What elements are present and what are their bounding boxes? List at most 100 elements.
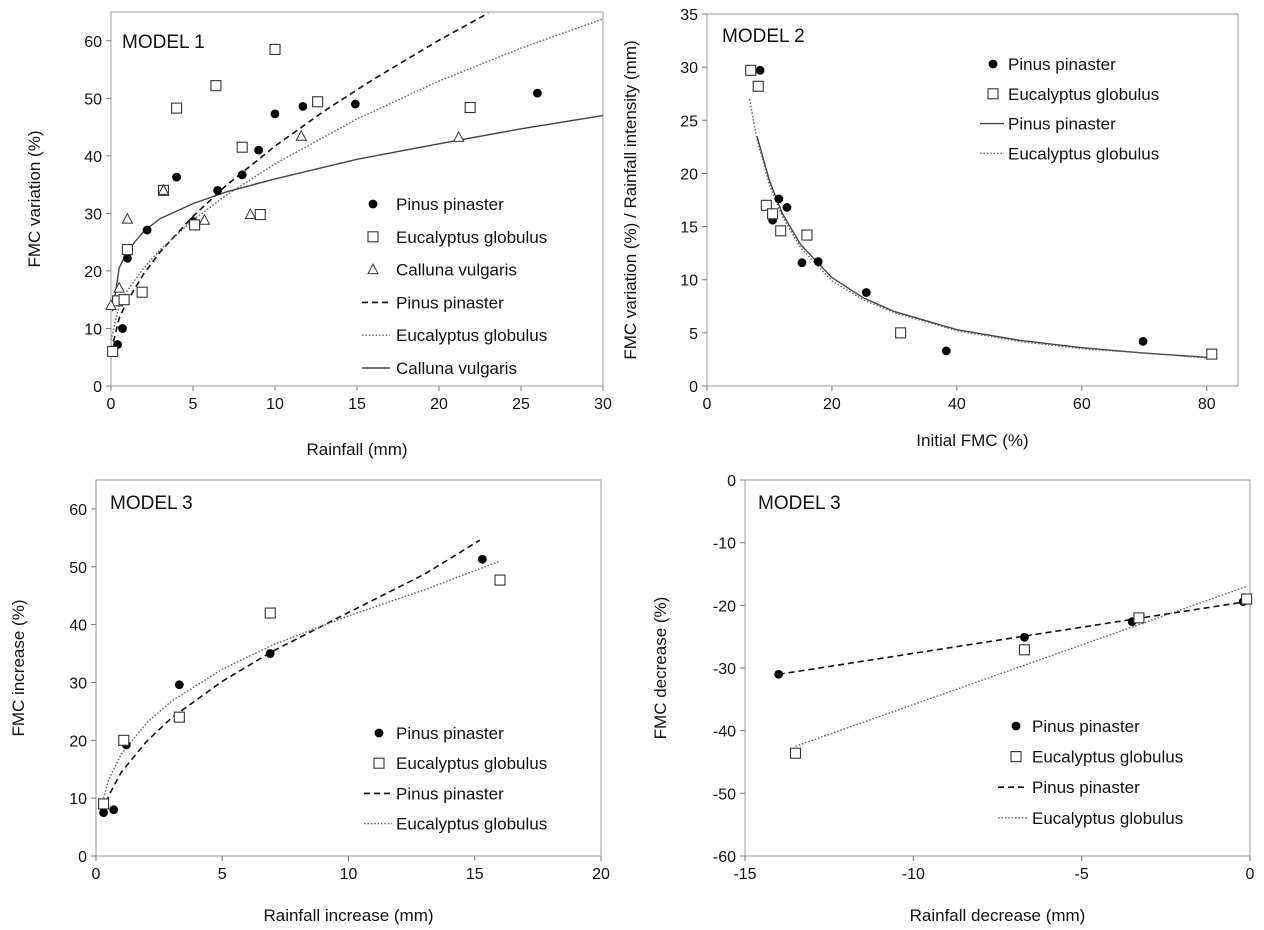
legend-marker-pinus-pinaster [1011,721,1021,731]
x-tick-label: 40 [948,396,966,413]
legend-marker-eucalyptus-globulus [1010,751,1022,763]
y-tick-label: 10 [69,791,87,808]
data-point-eucalyptus-globulus [789,747,802,759]
y-axis-title: FMC variation (%) / Rainfall intensity (… [621,40,640,359]
data-point-pinus-pinaster [172,172,182,182]
data-point-calluna-vulgaris [113,281,126,293]
x-tick-label: -5 [1075,866,1089,883]
data-point-eucalyptus-globulus [269,43,281,55]
data-points [774,593,1253,759]
y-tick-label: 20 [680,166,698,183]
data-point-pinus-pinaster [109,805,119,815]
legend-label-pinus-pinaster: Pinus pinaster [1032,778,1140,797]
data-point-eucalyptus-globulus [236,141,248,153]
y-tick-label: 20 [69,733,87,750]
y-tick-label: 40 [84,149,102,166]
legend-label-pinus-pinaster: Pinus pinaster [396,293,504,312]
data-point-eucalyptus-globulus [1241,593,1253,605]
data-point-pinus-pinaster [861,288,871,297]
data-point-pinus-pinaster [298,101,308,111]
fit-curves [778,585,1247,747]
legend-marker-eucalyptus-globulus [987,88,999,100]
data-point-eucalyptus-globulus [895,327,907,339]
x-tick-label: 20 [430,396,448,413]
data-point-pinus-pinaster [782,203,792,212]
y-tick-label: 60 [69,502,87,519]
data-point-calluna-vulgaris [198,213,211,225]
data-point-eucalyptus-globulus [494,574,506,586]
legend: Pinus pinaster Eucalyptus globulus Calluna… [362,195,547,378]
data-point-eucalyptus-globulus [173,711,185,723]
y-tick-label: 40 [69,618,87,635]
data-point-pinus-pinaster [270,109,280,119]
y-tick-label: 20 [84,264,102,281]
fit-curve-eucalyptus-globulus [748,98,1214,360]
y-tick-label: 50 [69,560,87,577]
x-tick-label: 0 [1246,866,1255,883]
fit-curves [102,539,501,813]
data-points [105,43,542,358]
data-point-calluna-vulgaris [121,212,134,224]
fit-curve-eucalyptus-globulus [111,18,603,341]
x-tick-label: 30 [594,396,612,413]
panel-title: MODEL 3 [758,493,841,514]
x-axis-title: Initial FMC (%) [916,431,1028,450]
y-tick-label: -50 [713,786,736,803]
data-point-eucalyptus-globulus [171,102,183,114]
legend-label-pinus-pinaster: Pinus pinaster [1008,55,1116,74]
panel-model-2: 0 20 40 60 80 0 5 10 15 20 25 30 35 Initial FMC (%) FM… [621,7,1239,450]
data-point-calluna-vulgaris [244,207,257,220]
x-tick-label: 5 [189,396,198,413]
x-tick-label: 5 [218,866,227,883]
data-point-calluna-vulgaris [452,130,465,142]
data-points [98,554,506,818]
y-tick-label: 30 [84,206,102,223]
y-tick-label: -60 [713,849,736,866]
x-tick-label: 15 [466,866,484,883]
x-tick-label: 80 [1198,396,1216,413]
y-axis-title: FMC variation (%) [25,131,44,268]
data-point-eucalyptus-globulus [254,208,266,221]
data-point-eucalyptus-globulus [136,286,148,298]
y-tick-label: 0 [689,379,698,396]
x-tick-label: 20 [592,866,610,883]
legend-label-pinus-pinaster: Pinus pinaster [1008,115,1116,134]
data-point-eucalyptus-globulus [801,229,813,241]
fit-curve-calluna-vulgaris [111,114,603,312]
data-point-eucalyptus-globulus [1206,348,1218,360]
data-point-eucalyptus-globulus [189,219,201,231]
data-point-eucalyptus-globulus [118,734,130,746]
data-point-pinus-pinaster [237,170,247,180]
fit-curve-eucalyptus-globulus [795,585,1247,747]
panel-title: MODEL 2 [722,26,805,47]
data-point-calluna-vulgaris [295,129,308,141]
y-axis-title: FMC decrease (%) [651,597,670,740]
legend-marker-eucalyptus-globulus [367,231,379,243]
y-tick-label: 35 [680,7,698,24]
x-tick-label: 20 [823,396,841,413]
x-tick-label: 10 [340,866,358,883]
legend-label-eucalyptus-globulus: Eucalyptus globulus [396,326,547,345]
x-tick-label: 0 [703,396,712,413]
legend-marker-eucalyptus-globulus [373,757,385,769]
data-point-eucalyptus-globulus [745,64,757,76]
data-point-eucalyptus-globulus [121,244,133,256]
fit-curve-pinus-pinaster [102,539,481,813]
data-point-pinus-pinaster [797,258,807,268]
data-point-eucalyptus-globulus [760,199,772,211]
legend-label-eucalyptus-globulus: Eucalyptus globulus [396,228,547,247]
plot-frame [95,479,602,857]
data-point-eucalyptus-globulus [312,96,324,108]
y-tick-label: -20 [713,598,736,615]
x-tick-label: 10 [266,396,284,413]
legend-label-eucalyptus-globulus: Eucalyptus globulus [1032,809,1183,828]
legend-label-calluna-vulgaris: Calluna vulgaris [396,359,517,378]
legend: Pinus pinaster Eucalyptus globulus Pinus p… [980,55,1159,163]
data-point-pinus-pinaster [1138,336,1148,346]
data-point-pinus-pinaster [174,680,184,690]
x-tick-label: 0 [92,866,101,883]
data-point-pinus-pinaster [1020,632,1029,642]
data-point-eucalyptus-globulus [767,208,779,220]
legend-label-pinus-pinaster: Pinus pinaster [1032,717,1140,736]
